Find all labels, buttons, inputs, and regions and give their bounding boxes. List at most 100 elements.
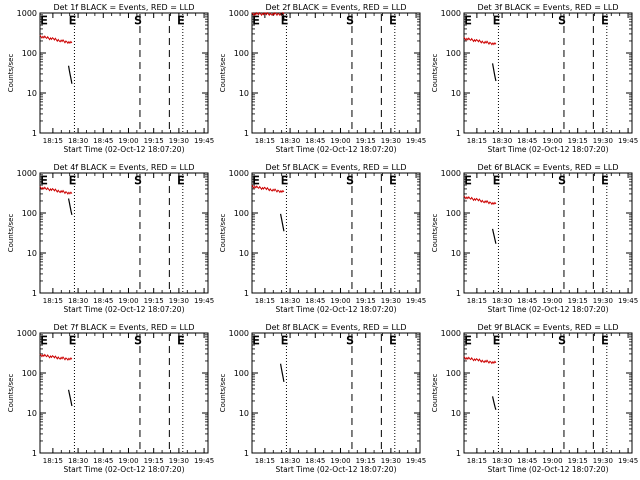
y-tick-label: 100: [446, 209, 461, 218]
x-tick-label: 18:30: [68, 137, 88, 145]
y-tick-label: 1000: [441, 169, 461, 178]
detector-panel: Det 7f BLACK = Events, RED = LLD 1 10 100 10…: [7, 323, 214, 474]
plot-frame: [251, 332, 421, 454]
panel-title: Det 6f BLACK = Events, RED = LLD: [477, 163, 618, 172]
x-tick-label: 19:30: [593, 137, 613, 145]
y-axis-label: Counts/sec: [431, 214, 439, 253]
interval-marker-label: E: [493, 14, 500, 27]
panel-title: Det 1f BLACK = Events, RED = LLD: [53, 3, 194, 12]
y-tick-label: 100: [234, 209, 249, 218]
y-axis-label: Counts/sec: [7, 214, 15, 253]
x-tick-label: 19:30: [381, 137, 401, 145]
x-tick-label: 19:00: [118, 457, 138, 465]
x-tick-label: 19:30: [381, 457, 401, 465]
interval-marker-label: E: [389, 334, 396, 347]
x-tick-label: 19:00: [542, 297, 562, 305]
x-axis-label: Start Time (02-Oct-12 18:07:20): [63, 465, 184, 474]
x-tick-label: 19:45: [406, 297, 426, 305]
x-tick-label: 19:45: [194, 137, 214, 145]
x-tick-label: 19:00: [118, 297, 138, 305]
events-series-line: [491, 396, 497, 411]
interval-marker-label: E: [601, 14, 608, 27]
lld-series-line: [251, 11, 285, 17]
x-tick-label: 19:30: [593, 297, 613, 305]
x-tick-label: 18:30: [68, 457, 88, 465]
x-tick-label: 18:45: [93, 137, 113, 145]
x-tick-label: 18:45: [305, 297, 325, 305]
interval-marker-label: E: [177, 174, 184, 187]
panel-title: Det 5f BLACK = Events, RED = LLD: [265, 163, 406, 172]
interval-marker-label: E: [281, 334, 288, 347]
y-axis-label: Counts/sec: [431, 54, 439, 93]
x-tick-label: 19:30: [381, 297, 401, 305]
detector-panel: Det 2f BLACK = Events, RED = LLD 1 10 100 10…: [219, 3, 426, 154]
x-tick-label: 18:45: [305, 457, 325, 465]
x-tick-label: 19:00: [118, 137, 138, 145]
interval-marker-label: E: [465, 334, 472, 347]
interval-marker-label: E: [253, 334, 260, 347]
x-axis-label: Start Time (02-Oct-12 18:07:20): [487, 465, 608, 474]
x-tick-label: 18:15: [43, 137, 63, 145]
y-tick-label: 10: [239, 89, 249, 98]
interval-marker-label: E: [41, 14, 48, 27]
y-tick-label: 1: [244, 129, 249, 138]
plot-frame: [39, 332, 209, 454]
x-tick-label: 18:45: [517, 137, 537, 145]
x-tick-label: 19:15: [144, 137, 164, 145]
x-tick-label: 19:15: [568, 297, 588, 305]
interval-marker-label: E: [253, 14, 260, 27]
x-axis-label: Start Time (02-Oct-12 18:07:20): [275, 305, 396, 314]
x-tick-label: 18:15: [467, 297, 487, 305]
x-tick-label: 19:45: [618, 297, 638, 305]
interval-marker-label: S: [346, 174, 353, 187]
lld-series-line: [463, 37, 497, 46]
x-tick-label: 18:30: [492, 297, 512, 305]
interval-marker-label: E: [601, 334, 608, 347]
events-series-line: [67, 65, 73, 84]
panel-title: Det 9f BLACK = Events, RED = LLD: [477, 323, 618, 332]
y-tick-label: 1000: [229, 9, 249, 18]
interval-marker-label: S: [558, 174, 565, 187]
y-tick-label: 1: [32, 289, 37, 298]
plot-frame: [39, 172, 209, 294]
panel-title: Det 3f BLACK = Events, RED = LLD: [477, 3, 618, 12]
y-tick-label: 100: [22, 49, 37, 58]
interval-marker-label: E: [177, 334, 184, 347]
y-tick-label: 10: [451, 249, 461, 258]
y-tick-label: 1: [32, 129, 37, 138]
interval-marker-label: S: [346, 334, 353, 347]
x-tick-label: 19:30: [169, 137, 189, 145]
x-tick-label: 19:30: [593, 457, 613, 465]
x-tick-label: 18:30: [280, 457, 300, 465]
y-tick-label: 1000: [229, 169, 249, 178]
x-tick-label: 19:45: [618, 457, 638, 465]
interval-marker-label: E: [281, 14, 288, 27]
y-tick-label: 10: [27, 89, 37, 98]
x-axis-label: Start Time (02-Oct-12 18:07:20): [63, 305, 184, 314]
x-tick-label: 19:15: [568, 457, 588, 465]
detector-panel: Det 9f BLACK = Events, RED = LLD 1 10 100 10…: [431, 323, 638, 474]
y-tick-label: 1: [244, 289, 249, 298]
events-series-line: [491, 228, 497, 244]
y-tick-label: 1000: [17, 9, 37, 18]
events-series-line: [280, 13, 285, 20]
y-tick-label: 1: [456, 449, 461, 458]
interval-marker-label: E: [41, 174, 48, 187]
x-tick-label: 19:30: [169, 457, 189, 465]
x-tick-label: 18:45: [305, 137, 325, 145]
events-series-line: [67, 389, 73, 407]
lld-series-line: [39, 186, 73, 195]
panel-title: Det 4f BLACK = Events, RED = LLD: [53, 163, 194, 172]
x-tick-label: 19:00: [330, 297, 350, 305]
x-axis-label: Start Time (02-Oct-12 18:07:20): [275, 465, 396, 474]
events-series-line: [491, 63, 497, 82]
y-tick-label: 100: [234, 49, 249, 58]
y-tick-label: 1000: [441, 329, 461, 338]
x-axis-label: Start Time (02-Oct-12 18:07:20): [275, 145, 396, 154]
interval-marker-label: S: [558, 14, 565, 27]
interval-marker-label: E: [69, 14, 76, 27]
x-tick-label: 18:30: [492, 137, 512, 145]
interval-marker-label: E: [69, 174, 76, 187]
lld-series-line: [39, 34, 73, 45]
lld-series-line: [39, 353, 73, 361]
